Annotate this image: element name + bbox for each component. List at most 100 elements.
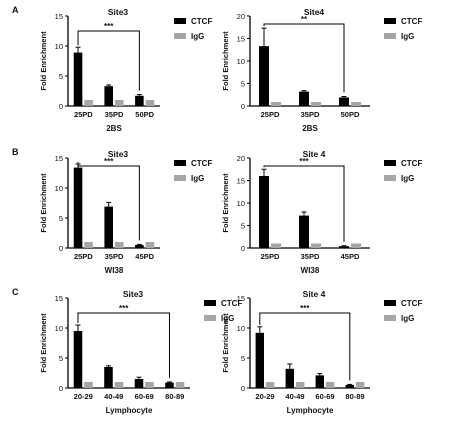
bar-ctcf-25PD <box>259 46 269 106</box>
legend-label-igg: IgG <box>401 174 414 183</box>
bar-ctcf-20-29 <box>255 332 264 388</box>
significance-label: *** <box>119 304 129 313</box>
chart-panel-0: 0 5 10 15 Fold Enrichment Site3 25PD 35PD 50PD 2B… <box>39 7 212 133</box>
bar-ctcf-40-49 <box>104 367 113 388</box>
x-tick-label: 20-29 <box>74 392 93 401</box>
legend-swatch-igg <box>204 315 216 321</box>
bar-igg-35PD <box>115 100 124 106</box>
significance-bracket <box>263 23 345 93</box>
bar-ctcf-60-69 <box>134 379 144 388</box>
chart-panel-5: 0 5 10 15 Fold Enrichment Site 4 20-29 40-49 60-… <box>221 289 422 415</box>
bar-igg-60-69 <box>145 382 154 388</box>
bar-igg-45PD <box>351 243 361 248</box>
x-tick-label: 60-69 <box>135 392 154 401</box>
legend-label-ctcf: CTCF <box>401 159 422 168</box>
significance-bracket <box>77 30 140 91</box>
legend-label-ctcf: CTCF <box>191 17 212 26</box>
y-tick-label: 10 <box>55 324 63 333</box>
y-tick-label: 15 <box>237 294 245 303</box>
y-tick-label: 20 <box>237 12 245 21</box>
y-tick-label: 0 <box>59 102 63 111</box>
legend-swatch-ctcf <box>384 18 396 24</box>
y-axis-label: Fold Enrichment <box>39 173 48 233</box>
panel-label-a: A <box>12 5 19 15</box>
chart-title: Site3 <box>108 7 129 17</box>
y-tick-label: 10 <box>237 324 245 333</box>
bar-igg-20-29 <box>266 382 275 388</box>
x-tick-label: 60-69 <box>315 392 334 401</box>
chart-panel-4: 0 5 10 15 Fold Enrichment Site3 20-29 40-49 60-6… <box>39 289 242 415</box>
y-tick-label: 15 <box>55 12 63 21</box>
x-tick-label: 25PD <box>74 252 93 261</box>
legend-swatch-ctcf <box>204 300 216 306</box>
bar-ctcf-45PD <box>339 246 349 248</box>
bar-ctcf-35PD <box>104 206 113 248</box>
y-axis-label: Fold Enrichment <box>221 313 230 373</box>
legend-swatch-igg <box>384 175 396 181</box>
legend-swatch-ctcf <box>174 18 186 24</box>
significance-label: *** <box>299 157 309 166</box>
y-tick-label: 20 <box>237 154 245 163</box>
y-tick-label: 15 <box>55 154 63 163</box>
y-tick-label: 0 <box>241 102 245 111</box>
y-tick-label: 15 <box>237 35 245 44</box>
bar-igg-20-29 <box>84 382 93 388</box>
panel-label-b: B <box>12 147 19 157</box>
legend-label-ctcf: CTCF <box>401 17 422 26</box>
y-tick-label: 0 <box>241 244 245 253</box>
y-axis-label: Fold Enrichment <box>39 31 48 91</box>
chart-panel-1: 0 5 10 15 20 Fold Enrichment Site4 25PD 35PD 50PD… <box>221 7 422 133</box>
legend-swatch-ctcf <box>384 160 396 166</box>
x-axis-label: WI38 <box>301 266 320 275</box>
chart-title: Site3 <box>123 289 144 299</box>
y-axis-label: Fold Enrichment <box>221 31 230 91</box>
legend-label-ctcf: CTCF <box>221 299 242 308</box>
x-tick-label: 35PD <box>105 110 124 119</box>
y-tick-label: 5 <box>241 222 245 231</box>
legend-label-igg: IgG <box>401 314 414 323</box>
x-tick-label: 40-49 <box>285 392 304 401</box>
legend-label-igg: IgG <box>221 314 234 323</box>
bar-igg-25PD <box>271 243 281 248</box>
x-axis-label: Lymphocyte <box>287 406 334 415</box>
bar-ctcf-35PD <box>299 91 309 106</box>
x-tick-label: 20-29 <box>255 392 274 401</box>
legend-label-igg: IgG <box>191 32 204 41</box>
x-tick-label: 35PD <box>105 252 124 261</box>
legend-swatch-igg <box>174 33 186 39</box>
x-tick-label: 80-89 <box>345 392 364 401</box>
significance-bracket <box>259 312 351 381</box>
bar-ctcf-50PD <box>339 97 349 106</box>
y-tick-label: 5 <box>241 80 245 89</box>
legend-label-ctcf: CTCF <box>401 299 422 308</box>
bar-igg-25PD <box>84 242 93 248</box>
bar-ctcf-50PD <box>135 95 144 106</box>
bar-igg-35PD <box>115 242 124 248</box>
chart-title: Site 4 <box>303 289 326 299</box>
bar-ctcf-25PD <box>73 167 83 248</box>
bar-ctcf-35PD <box>299 215 309 248</box>
significance-bracket <box>77 312 170 378</box>
x-tick-label: 50PD <box>135 110 154 119</box>
x-tick-label: 45PD <box>135 252 154 261</box>
x-axis-label: Lymphocyte <box>106 406 153 415</box>
bar-igg-25PD <box>84 100 93 106</box>
x-tick-label: 50PD <box>341 110 360 119</box>
significance-bracket <box>263 165 345 242</box>
bar-igg-45PD <box>145 242 155 248</box>
legend-swatch-ctcf <box>384 300 396 306</box>
bar-igg-80-89 <box>356 382 365 388</box>
legend-swatch-igg <box>384 315 396 321</box>
significance-label: *** <box>300 304 310 313</box>
x-tick-label: 40-49 <box>104 392 123 401</box>
y-tick-label: 10 <box>237 199 245 208</box>
y-tick-label: 5 <box>59 354 63 363</box>
bar-ctcf-45PD <box>135 245 144 248</box>
bar-ctcf-80-89 <box>345 385 354 388</box>
y-tick-label: 15 <box>237 177 245 186</box>
chart-title: Site 4 <box>303 149 326 159</box>
bar-igg-25PD <box>271 101 281 106</box>
bar-igg-35PD <box>311 243 321 248</box>
x-axis-label: 2BS <box>106 124 122 133</box>
bar-igg-40-49 <box>114 382 124 388</box>
